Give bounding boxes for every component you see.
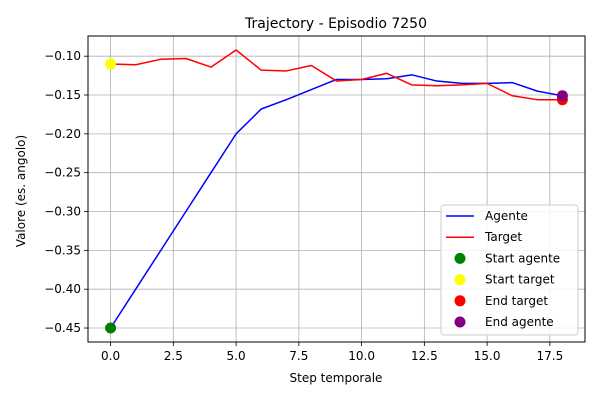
legend-label: End agente [485,315,554,329]
chart-title: Trajectory - Episodio 7250 [244,16,427,32]
legend-swatch-start-agente [454,252,466,264]
y-tick-label: −0.35 [44,243,81,257]
series-line-target [110,49,563,101]
x-tick-label: 2.5 [164,349,183,363]
y-axis-ticks: −0.45 −0.40 −0.35 −0.30 −0.25 −0.20 −0.15 −0.10 [44,49,88,335]
x-tick-label: 17.5 [536,349,563,363]
marker-start-agente [105,322,117,334]
y-tick-label: −0.40 [44,282,81,296]
legend-label: Start target [485,273,555,287]
marker-end-agente [556,90,568,102]
x-axis-ticks: 0.0 2.5 5.0 7.5 10.0 12.5 15.0 17.5 [101,342,563,363]
legend-label: Target [484,230,522,244]
series-layer [109,49,563,329]
marker-start-target [105,58,117,70]
x-tick-label: 12.5 [411,349,438,363]
x-tick-label: 0.0 [101,349,120,363]
legend-swatch-end-target [454,295,466,307]
x-tick-label: 5.0 [227,349,246,363]
x-tick-label: 10.0 [348,349,375,363]
legend: Agente Target Start agente Start target End … [440,204,579,336]
legend-label: Start agente [485,251,560,265]
y-tick-label: −0.25 [44,166,81,180]
legend-swatch-end-agente [454,316,466,328]
legend-box [440,204,579,336]
legend-swatch-start-target [454,274,466,286]
y-tick-label: −0.20 [44,127,81,141]
x-axis-label: Step temporale [290,371,383,385]
plot-frame [87,35,586,343]
y-axis-label: Valore (es. angolo) [14,135,28,247]
x-tick-label: 7.5 [289,349,308,363]
y-tick-label: −0.10 [44,49,81,63]
y-tick-label: −0.30 [44,205,81,219]
y-tick-label: −0.45 [44,321,81,335]
legend-label: End target [485,294,548,308]
legend-label: Agente [485,209,528,223]
y-tick-label: −0.15 [44,88,81,102]
marker-layer [105,58,568,334]
x-tick-label: 15.0 [474,349,501,363]
